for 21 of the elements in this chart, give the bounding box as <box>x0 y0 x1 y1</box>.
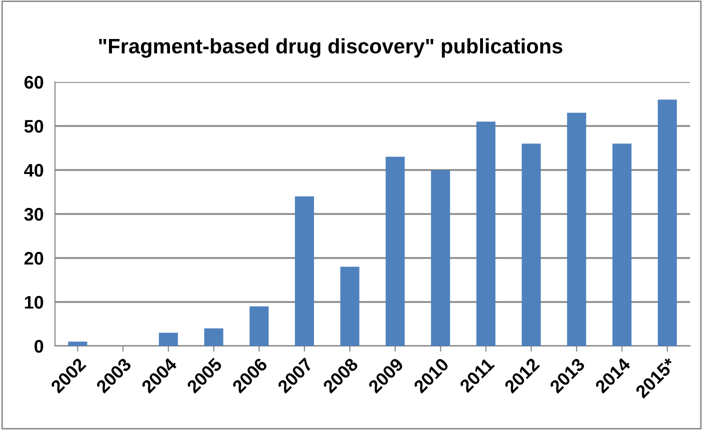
y-tick-label: 50 <box>24 120 44 133</box>
bar <box>386 156 405 346</box>
y-tick-label: 10 <box>24 296 44 309</box>
bar <box>476 122 496 346</box>
bar <box>567 112 586 346</box>
bar <box>658 100 677 346</box>
y-tick-label: 40 <box>24 164 44 177</box>
bar <box>158 332 178 346</box>
y-tick-label: 0 <box>34 340 44 353</box>
y-tick-label: 60 <box>24 76 44 89</box>
chart-title: "Fragment-based drug discovery" publications <box>99 38 562 58</box>
bar <box>612 144 632 346</box>
bar <box>340 266 360 346</box>
bar <box>68 342 88 346</box>
y-tick-label: 30 <box>24 208 44 221</box>
bar <box>522 144 541 346</box>
y-tick-label: 20 <box>24 252 44 265</box>
bar <box>204 328 224 346</box>
bar <box>250 306 269 346</box>
bar <box>294 196 314 346</box>
bar <box>431 170 450 346</box>
